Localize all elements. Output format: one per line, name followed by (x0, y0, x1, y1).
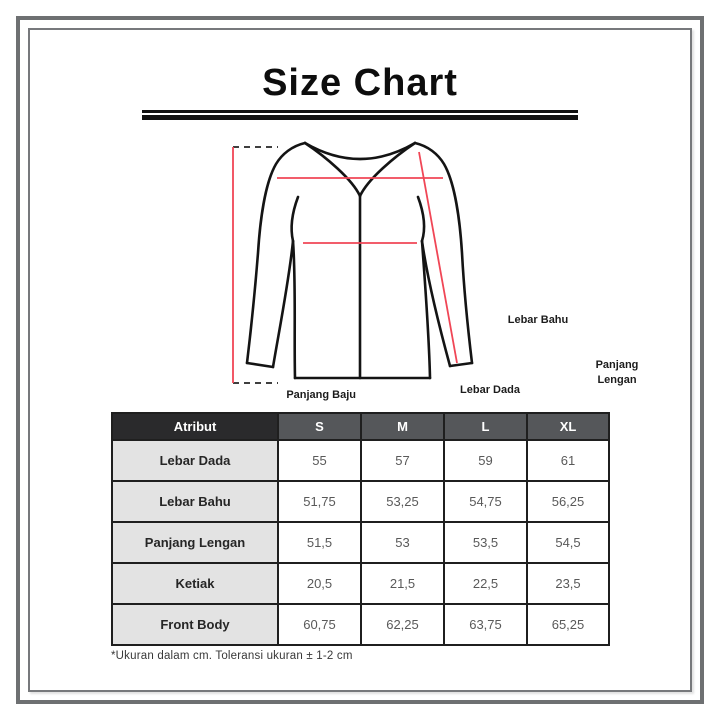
lebar-bahu-label: Lebar Bahu (507, 314, 569, 326)
garment-outline (245, 141, 474, 380)
cell-value: 59 (443, 439, 528, 482)
title-divider-thick-line (142, 115, 578, 120)
size-table: Atribut S M L XL Lebar Dada 55 57 59 61 … (111, 412, 610, 646)
table-header-xl: XL (526, 412, 610, 441)
row-label: Ketiak (111, 562, 279, 605)
cell-value: 53 (360, 521, 445, 564)
panjang-lengan-label-line2: Lengan (597, 374, 637, 386)
row-label: Front Body (111, 603, 279, 646)
cell-value: 57 (360, 439, 445, 482)
table-row-panjang-lengan: Panjang Lengan 51,5 53 53,5 54,5 (111, 521, 610, 564)
table-header-l: L (443, 412, 528, 441)
cell-value: 63,75 (443, 603, 528, 646)
table-header-row: Atribut S M L XL (111, 412, 610, 441)
cell-value: 54,5 (526, 521, 610, 564)
panjang-lengan-label-line1: Panjang (595, 359, 639, 371)
row-label: Panjang Lengan (111, 521, 279, 564)
panjang-lengan-label: Panjang Lengan (578, 358, 656, 388)
cell-value: 53,5 (443, 521, 528, 564)
size-tolerance-footnote: *Ukuran dalam cm. Toleransi ukuran ± 1-2… (111, 650, 353, 662)
inner-frame-border (28, 28, 692, 692)
cell-value: 51,75 (277, 480, 362, 523)
cell-value: 55 (277, 439, 362, 482)
panjang-baju-label: Panjang Baju (286, 389, 356, 401)
table-row-ketiak: Ketiak 20,5 21,5 22,5 23,5 (111, 562, 610, 605)
measurement-lines (232, 147, 458, 383)
lebar-dada-label: Lebar Dada (460, 384, 520, 396)
title-divider (142, 110, 578, 120)
table-row-lebar-bahu: Lebar Bahu 51,75 53,25 54,75 56,25 (111, 480, 610, 523)
cell-value: 51,5 (277, 521, 362, 564)
panjang-lengan-measure-line (418, 151, 458, 364)
cell-value: 22,5 (443, 562, 528, 605)
cell-value: 62,25 (360, 603, 445, 646)
garment-sketch (232, 141, 474, 384)
extension-dashed-lines (233, 146, 278, 384)
page-title: Size Chart (262, 62, 458, 104)
cell-value: 54,75 (443, 480, 528, 523)
garment-measurement-diagram: Panjang Baju Lebar Bahu Lebar Dada Panja… (130, 133, 638, 403)
cell-value: 53,25 (360, 480, 445, 523)
row-label: Lebar Bahu (111, 480, 279, 523)
table-header-m: M (360, 412, 445, 441)
cell-value: 61 (526, 439, 610, 482)
outer-frame-border (16, 16, 704, 704)
table-row-front-body: Front Body 60,75 62,25 63,75 65,25 (111, 603, 610, 646)
cell-value: 21,5 (360, 562, 445, 605)
cell-value: 56,25 (526, 480, 610, 523)
cell-value: 65,25 (526, 603, 610, 646)
row-label: Lebar Dada (111, 439, 279, 482)
table-header-s: S (277, 412, 362, 441)
cell-value: 23,5 (526, 562, 610, 605)
title-divider-thin-line (142, 110, 578, 113)
cell-value: 20,5 (277, 562, 362, 605)
cell-value: 60,75 (277, 603, 362, 646)
table-row-lebar-dada: Lebar Dada 55 57 59 61 (111, 439, 610, 482)
table-header-atribut: Atribut (111, 412, 279, 441)
